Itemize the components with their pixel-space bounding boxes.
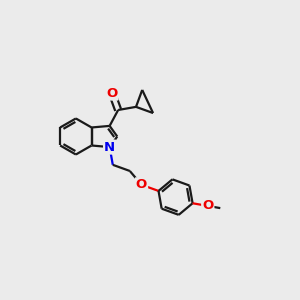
Text: N: N — [104, 141, 115, 154]
Text: O: O — [202, 200, 213, 212]
Text: O: O — [106, 87, 118, 100]
Text: O: O — [136, 178, 147, 191]
